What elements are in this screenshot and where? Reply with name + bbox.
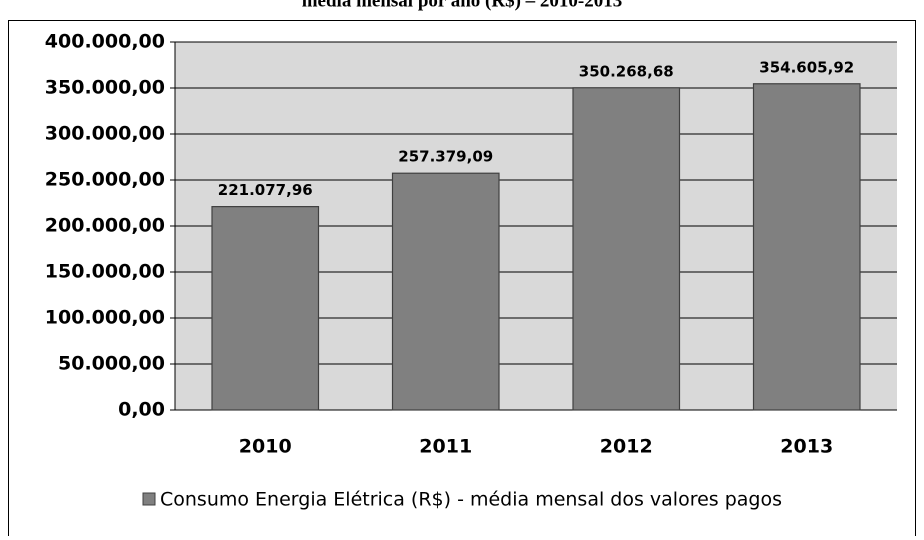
chart-title: média mensal por ano (R$) – 2010-2013 [302,0,623,11]
legend-swatch [142,492,156,506]
data-label: 350.268,68 [579,62,674,80]
data-label: 221.077,96 [218,181,313,199]
y-tick-label: 350.000,00 [45,77,165,99]
y-tick-label: 150.000,00 [45,261,165,283]
y-tick-label: 100.000,00 [45,307,165,329]
x-tick-label: 2012 [600,436,653,458]
y-tick-label: 400.000,00 [45,31,165,53]
bar [752,83,861,411]
y-tick-label: 300.000,00 [45,123,165,145]
bar [211,206,320,411]
y-tick-label: 250.000,00 [45,169,165,191]
data-label: 354.605,92 [759,58,854,76]
legend-label: Consumo Energia Elétrica (R$) - média me… [160,489,782,511]
data-label: 257.379,09 [398,148,493,166]
x-tick-label: 2011 [419,436,472,458]
bar [572,87,681,411]
chart-border [8,20,916,540]
x-tick-label: 2013 [780,436,833,458]
bar [391,172,500,411]
y-tick-label: 50.000,00 [58,353,165,375]
y-tick-label: 0,00 [118,399,165,421]
y-tick-label: 200.000,00 [45,215,165,237]
x-tick-label: 2010 [239,436,292,458]
